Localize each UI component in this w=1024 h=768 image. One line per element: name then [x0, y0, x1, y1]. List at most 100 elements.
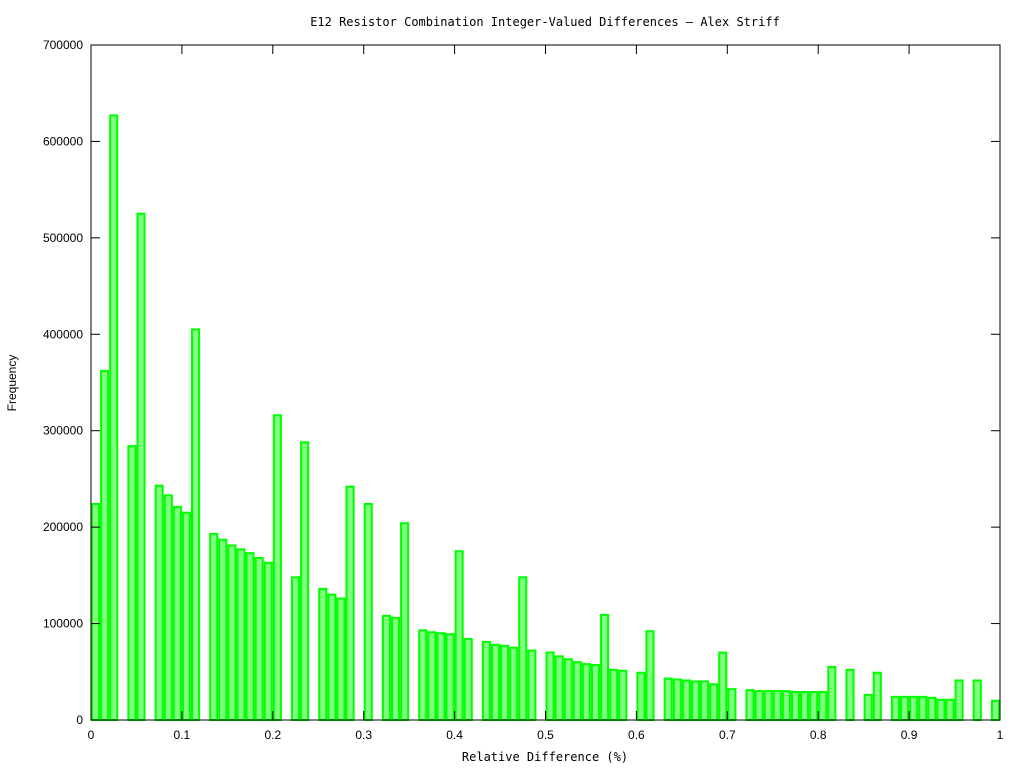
x-tick-label: 0.8: [810, 728, 827, 742]
histogram-bar: [800, 691, 810, 721]
x-tick-label: 0.2: [264, 728, 281, 742]
x-tick-label: 0.7: [719, 728, 736, 742]
histogram-bar: [927, 696, 937, 721]
histogram-bar: [663, 677, 673, 721]
histogram-bar: [563, 658, 573, 721]
histogram-bar: [972, 679, 982, 722]
histogram-bar: [790, 691, 801, 721]
histogram-bar: [245, 552, 255, 722]
histogram-bar: [136, 212, 146, 721]
histogram-bar: [609, 668, 619, 721]
histogram-bar: [727, 688, 737, 722]
x-tick-label: 1: [997, 728, 1004, 742]
histogram-bar: [890, 695, 901, 721]
histogram-bar: [91, 503, 101, 721]
y-tick-label: 400000: [43, 327, 83, 341]
histogram-bar: [818, 691, 828, 721]
histogram-bar: [254, 557, 264, 721]
histogram-bar: [945, 698, 955, 721]
histogram-bar: [636, 671, 646, 721]
histogram-bar: [872, 671, 882, 721]
y-tick-label: 700000: [43, 38, 83, 52]
x-tick-label: 0: [88, 728, 95, 742]
histogram-bar: [227, 544, 237, 722]
histogram-bar: [127, 445, 137, 721]
histogram-bar: [718, 651, 728, 721]
histogram-bar: [745, 689, 755, 721]
histogram-bar: [763, 690, 773, 721]
x-axis-label: Relative Difference (%): [462, 750, 628, 764]
histogram-bar: [772, 690, 782, 721]
histogram-bar: [863, 693, 873, 722]
y-axis-label: Frequency: [5, 355, 19, 412]
histogram-bar: [236, 548, 246, 721]
x-tick-label: 0.3: [355, 728, 372, 742]
y-axis: 0 100000 200000 300000 400000 500000 600000 700…: [43, 38, 1000, 727]
histogram-bar: [418, 629, 428, 721]
histogram-bar: [481, 640, 491, 722]
x-tick-label: 0.5: [537, 728, 554, 742]
histogram-bar: [518, 576, 528, 721]
histogram-bar: [463, 638, 473, 721]
histogram-bar: [109, 114, 119, 721]
histogram-bar: [454, 550, 464, 721]
histogram-bar: [754, 690, 764, 721]
histogram-bar: [590, 664, 601, 721]
histogram-bar: [809, 691, 819, 721]
histogram-bar: [709, 683, 719, 721]
histogram-bar: [618, 669, 628, 721]
x-tick-label: 0.9: [901, 728, 918, 742]
histogram-bar: [500, 644, 510, 721]
x-tick-label: 0.4: [446, 728, 463, 742]
histogram-bar: [527, 649, 537, 721]
histogram-bar: [300, 441, 310, 721]
histogram-bar: [100, 369, 110, 721]
chart-title: E12 Resistor Combination Integer-Valued …: [310, 15, 780, 29]
histogram-bar: [990, 699, 1000, 722]
histogram-bar: [327, 593, 337, 722]
histogram-bar: [936, 698, 946, 721]
histogram-bar: [400, 522, 410, 721]
y-tick-label: 100000: [43, 617, 83, 631]
histogram-bar: [954, 679, 964, 722]
histogram-bar: [909, 695, 919, 721]
histogram-bar: [172, 505, 182, 721]
histogram-bar: [900, 695, 910, 721]
histogram-bar: [681, 679, 691, 722]
histogram-bar: [190, 328, 201, 721]
histogram-bar: [390, 616, 401, 721]
histogram-bar: [545, 651, 555, 721]
histogram-bar: [672, 678, 682, 721]
histogram-bar: [181, 511, 191, 722]
x-tick-label: 0.6: [628, 728, 645, 742]
histogram-bar: [381, 614, 391, 721]
histogram-bar: [700, 680, 710, 722]
histogram-bar: [445, 633, 455, 722]
histogram-bar: [645, 630, 655, 721]
histogram-bar: [427, 631, 437, 721]
histogram-bar: [581, 663, 591, 721]
histogram-bar: [827, 665, 837, 722]
histogram-bar: [436, 632, 446, 722]
histogram-bar: [290, 576, 301, 721]
y-tick-label: 500000: [43, 231, 83, 245]
histogram-bar: [345, 485, 355, 721]
bars-group: [91, 114, 1000, 722]
histogram-bar: [163, 494, 173, 722]
y-tick-label: 200000: [43, 520, 83, 534]
histogram-bar: [554, 655, 564, 721]
histogram-bar: [600, 613, 610, 722]
histogram-bar: [509, 646, 519, 722]
x-tick-label: 0.1: [174, 728, 191, 742]
y-tick-label: 300000: [43, 424, 83, 438]
x-axis: 0 0.1 0.2 0.3 0.4 0.5 0.6 0.7 0.8 0.9 1: [88, 45, 1004, 742]
histogram-bar: [490, 643, 501, 721]
histogram-bar: [209, 532, 219, 722]
histogram-bar: [572, 661, 582, 722]
y-tick-label: 600000: [43, 134, 83, 148]
histogram-bar: [363, 503, 373, 721]
histogram-bar: [218, 538, 228, 722]
histogram-bar: [263, 561, 273, 721]
y-tick-label: 0: [76, 713, 83, 727]
